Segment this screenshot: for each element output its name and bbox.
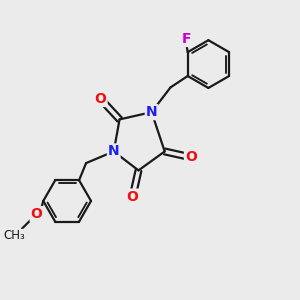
Text: N: N <box>108 145 119 158</box>
Text: O: O <box>185 150 197 164</box>
Text: O: O <box>127 190 139 204</box>
Text: O: O <box>31 207 43 221</box>
Text: CH₃: CH₃ <box>4 230 26 242</box>
Text: F: F <box>182 32 191 46</box>
Text: N: N <box>146 105 158 119</box>
Text: O: O <box>95 92 106 106</box>
